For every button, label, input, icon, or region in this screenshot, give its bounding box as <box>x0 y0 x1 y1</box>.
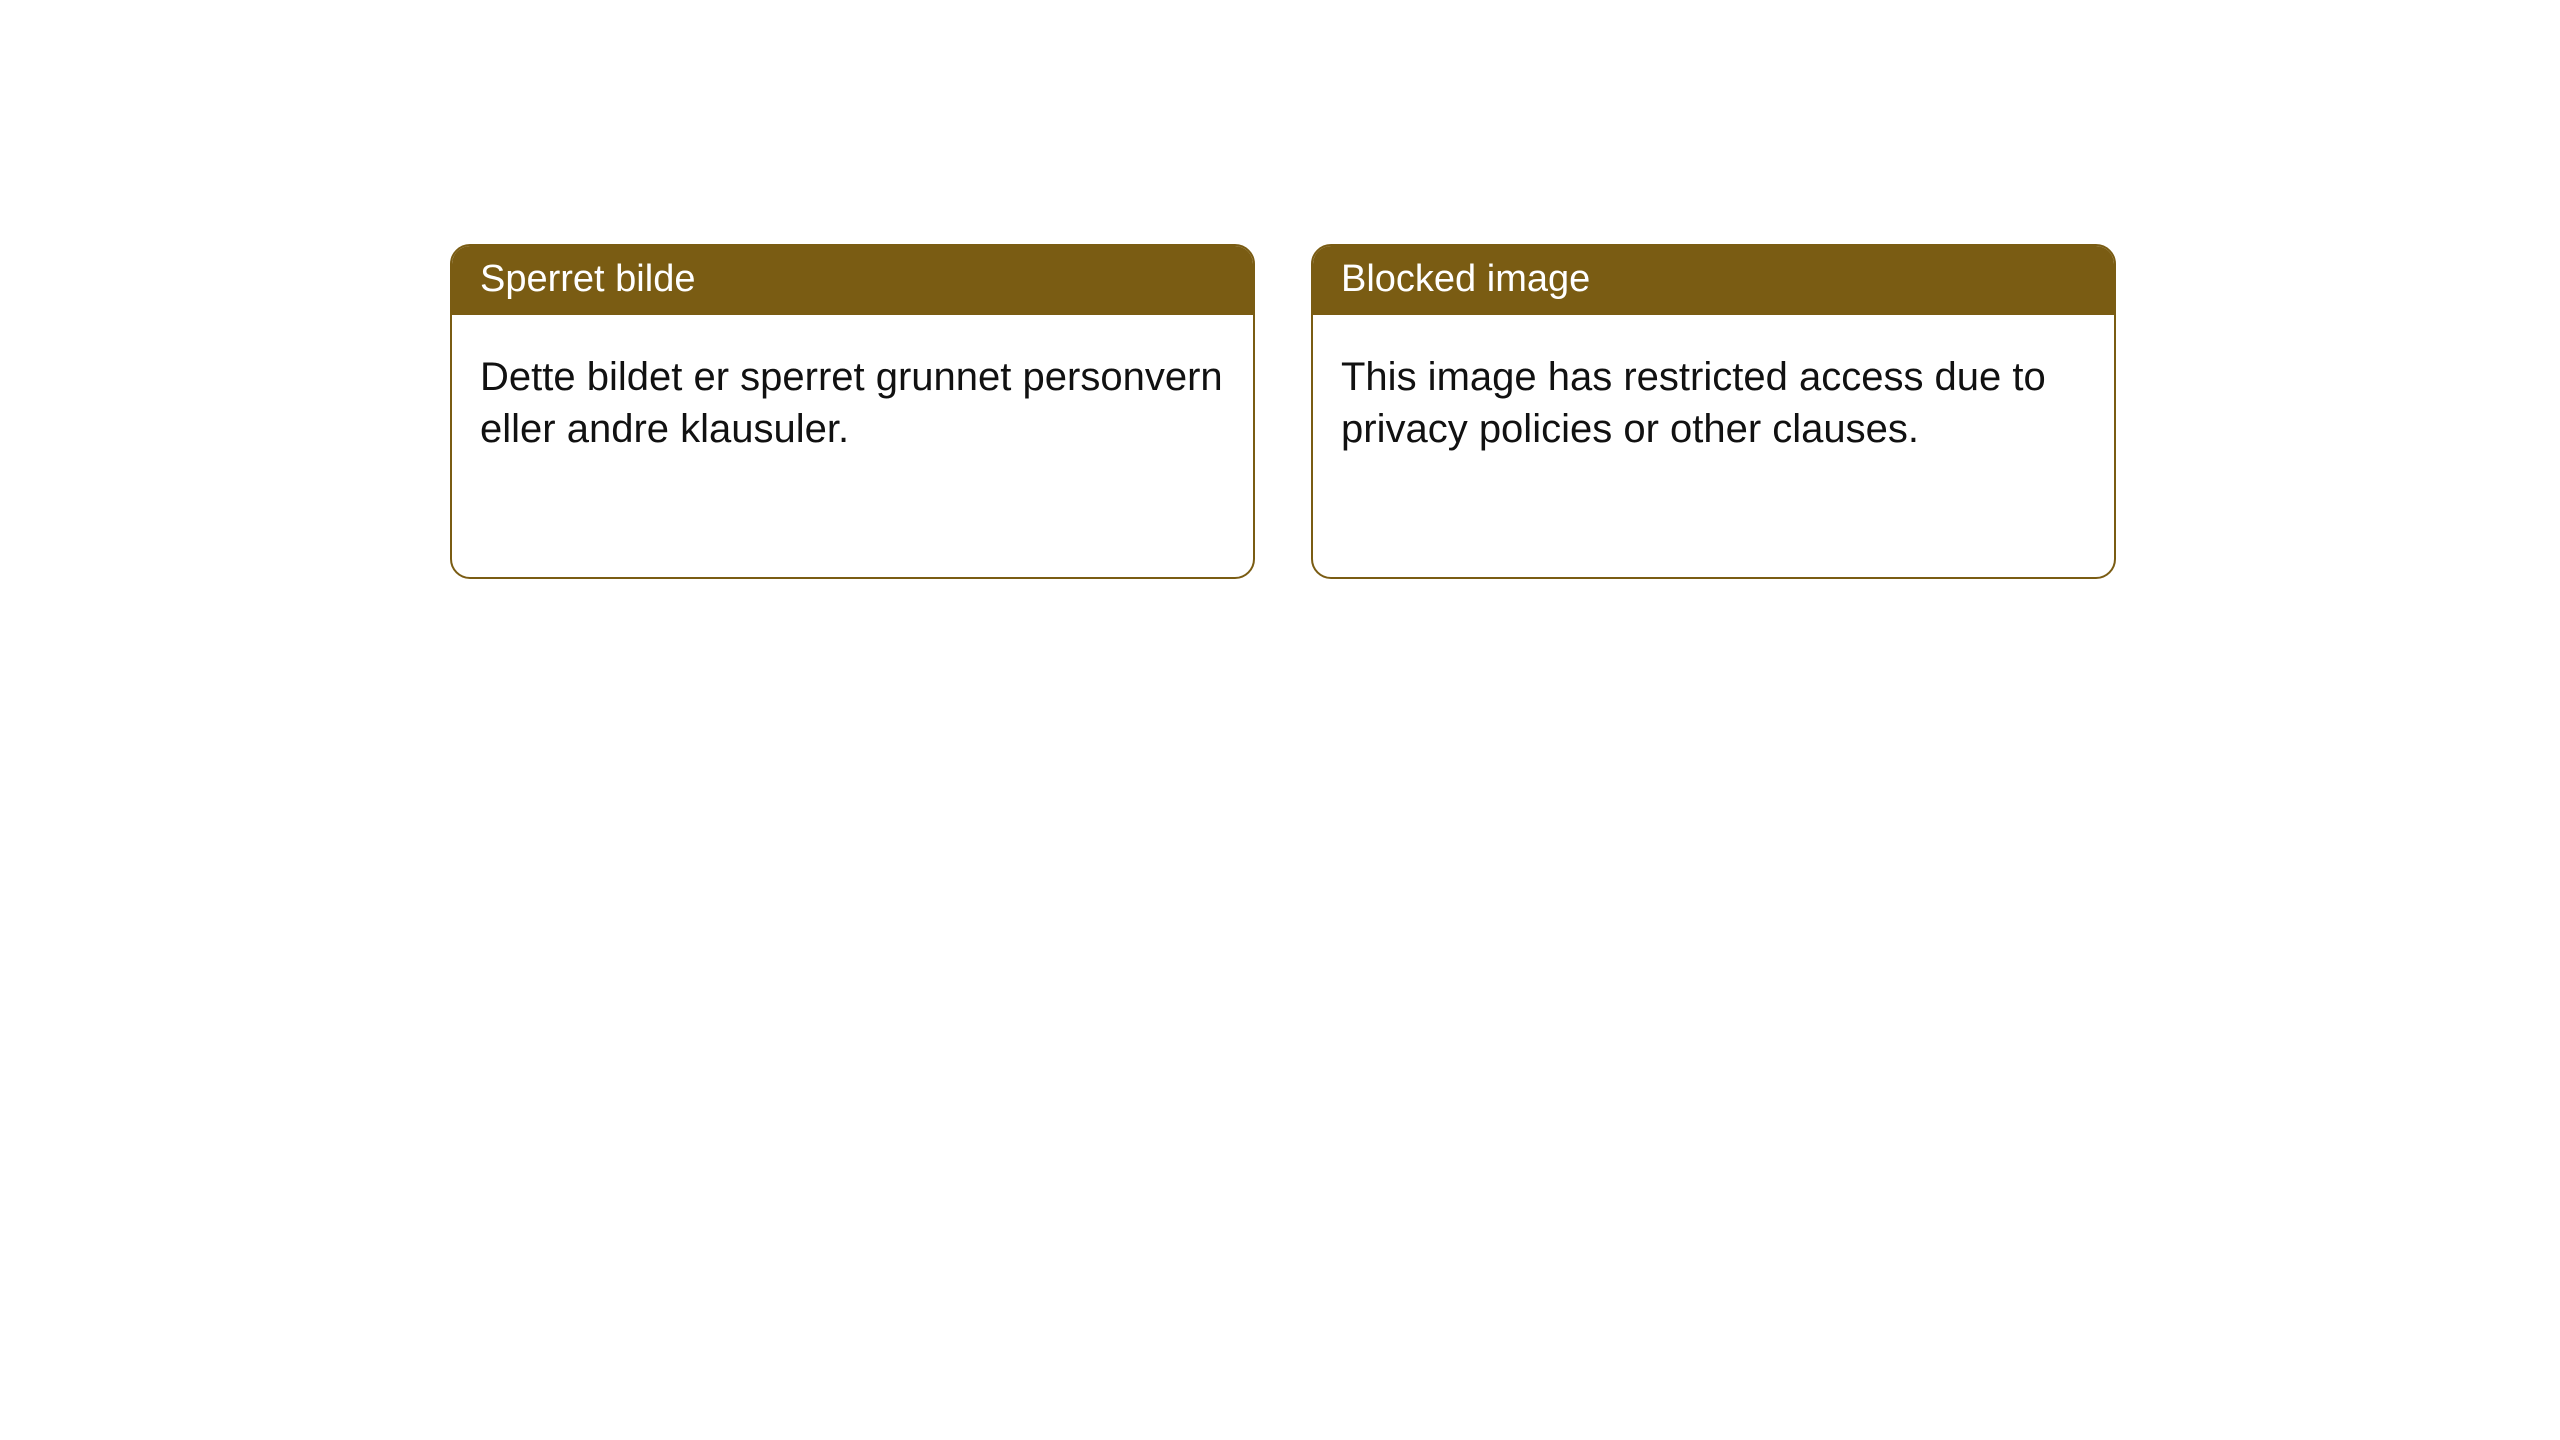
notice-card-body: This image has restricted access due to … <box>1313 315 2114 483</box>
notice-card-english: Blocked image This image has restricted … <box>1311 244 2116 579</box>
notice-card-norwegian: Sperret bilde Dette bildet er sperret gr… <box>450 244 1255 579</box>
notice-card-title: Blocked image <box>1313 246 2114 315</box>
notice-cards-container: Sperret bilde Dette bildet er sperret gr… <box>0 0 2560 579</box>
notice-card-body: Dette bildet er sperret grunnet personve… <box>452 315 1253 483</box>
notice-card-title: Sperret bilde <box>452 246 1253 315</box>
